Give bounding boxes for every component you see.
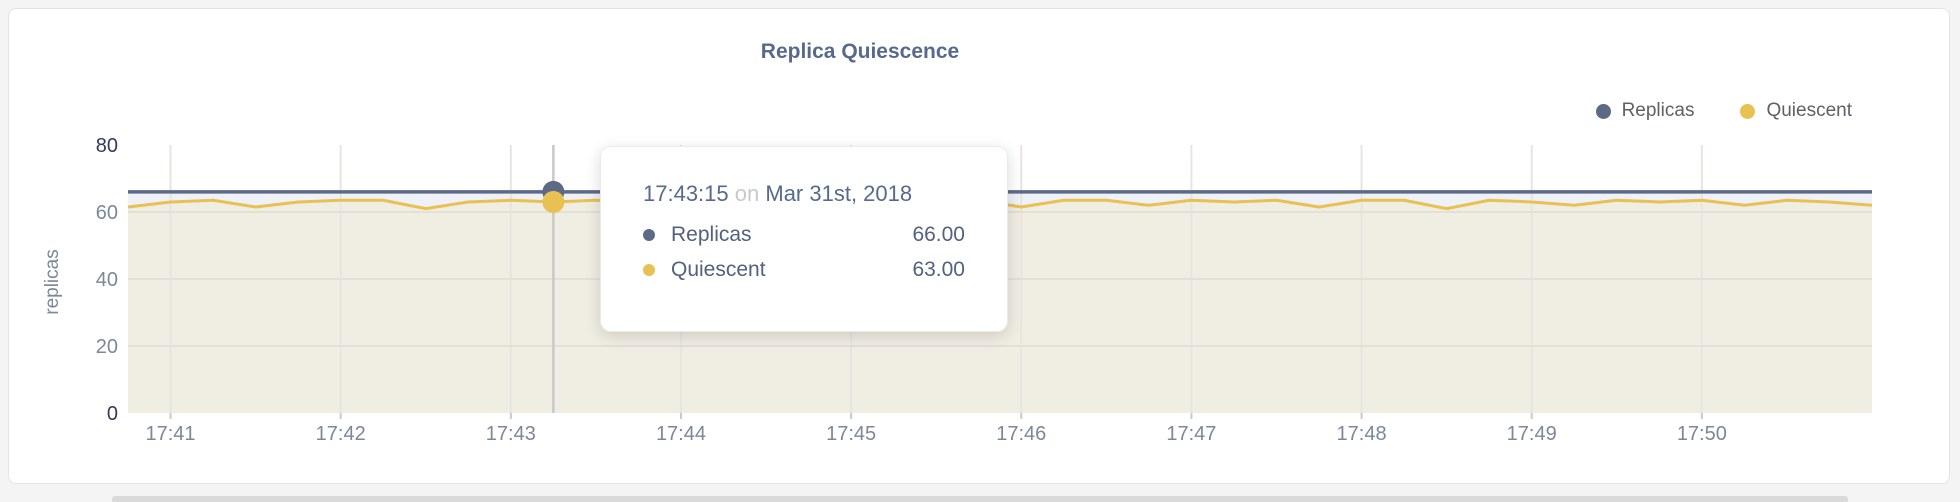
quiescent-hover-point[interactable] bbox=[542, 190, 565, 213]
x-tick-label: 17:42 bbox=[316, 423, 366, 445]
tooltip-header: 17:43:15 on Mar 31st, 2018 bbox=[643, 181, 965, 207]
tooltip-row-replicas: Replicas 66.00 bbox=[643, 223, 965, 247]
replicas-dot-icon bbox=[643, 229, 655, 241]
legend-item-replicas[interactable]: Replicas bbox=[1595, 100, 1695, 122]
x-tick-label: 17:48 bbox=[1337, 423, 1387, 445]
axes: 17:41 17:42 17:43 17:44 17:45 17:46 17:47 17:48… bbox=[42, 135, 1727, 445]
tooltip-series-value: 66.00 bbox=[912, 223, 965, 246]
x-tick-label: 17:47 bbox=[1166, 423, 1216, 445]
x-tick-label: 17:50 bbox=[1677, 423, 1727, 445]
legend: Replicas Quiescent bbox=[1595, 100, 1852, 122]
legend-item-quiescent[interactable]: Quiescent bbox=[1740, 100, 1852, 122]
quiescent-dot-icon bbox=[643, 264, 655, 276]
x-tick-label: 17:41 bbox=[146, 423, 196, 445]
x-tick-label: 17:46 bbox=[996, 423, 1046, 445]
chart-tooltip: 17:43:15 on Mar 31st, 2018 Replicas 66.0… bbox=[600, 146, 1008, 332]
y-tick-label: 60 bbox=[96, 202, 118, 224]
quiescent-legend-dot-icon bbox=[1740, 103, 1756, 119]
tooltip-series-value: 63.00 bbox=[912, 258, 965, 281]
y-tick-label: 0 bbox=[107, 403, 118, 425]
legend-item-label: Replicas bbox=[1621, 100, 1695, 121]
y-tick-label: 40 bbox=[96, 269, 118, 291]
x-tick-label: 17:49 bbox=[1507, 423, 1557, 445]
tooltip-series-label: Replicas bbox=[671, 223, 752, 246]
y-tick-label: 80 bbox=[96, 135, 118, 157]
tooltip-time: 17:43:15 bbox=[643, 181, 729, 206]
tooltip-series-label: Quiescent bbox=[671, 258, 766, 281]
chart-title: Replica Quiescence bbox=[760, 40, 960, 63]
tooltip-row-quiescent: Quiescent 63.00 bbox=[643, 258, 965, 282]
y-axis-label: replicas bbox=[42, 249, 63, 314]
x-tick-label: 17:44 bbox=[656, 423, 706, 445]
next-panel-edge bbox=[112, 496, 1848, 502]
y-tick-label: 20 bbox=[96, 336, 118, 358]
legend-item-label: Quiescent bbox=[1766, 100, 1852, 121]
tooltip-date: Mar 31st, 2018 bbox=[765, 181, 913, 206]
x-tick-label: 17:43 bbox=[486, 423, 536, 445]
replicas-legend-dot-icon bbox=[1595, 103, 1611, 119]
x-tick-label: 17:45 bbox=[826, 423, 876, 445]
tooltip-connector: on bbox=[734, 181, 760, 206]
